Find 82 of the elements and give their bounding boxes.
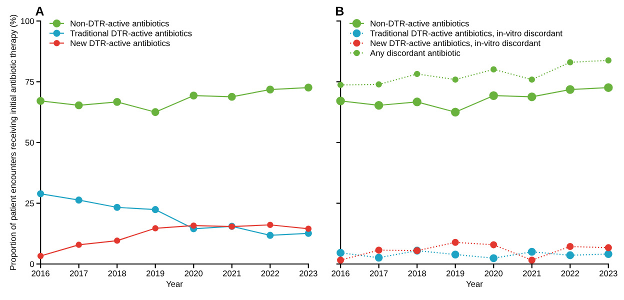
point (376, 81, 382, 88)
legend-label: Traditional DTR-active antibiotics (70, 30, 192, 36)
y-axis-title: Proportion of patient encounters receiving initial antibiotic therapy (%) (10, 14, 18, 270)
x-tick-label: 2022 (261, 270, 279, 276)
point (113, 98, 122, 106)
point (489, 91, 498, 100)
x-tick-label: 2017 (370, 270, 388, 276)
x-tick-label: 2017 (70, 270, 88, 276)
x-tick-label: 2020 (484, 270, 503, 276)
legend-label: Non-DTR-active antibiotics (370, 20, 469, 26)
point (604, 250, 612, 258)
point (450, 108, 460, 116)
y-tick-label: 0 (30, 261, 34, 268)
point (151, 108, 160, 116)
point (266, 232, 274, 239)
point (567, 59, 574, 66)
point (152, 225, 158, 232)
legend-label: Any discordant antibiotic (370, 50, 460, 58)
point (527, 92, 536, 102)
x-tick-label: 2023 (300, 270, 318, 276)
x-tick-label: 2020 (184, 270, 203, 276)
legend-label: Non-DTR-active antibiotics (70, 20, 169, 26)
point (36, 96, 45, 105)
point (37, 190, 44, 198)
x-axis-title: Year (166, 281, 183, 287)
x-tick-label: 2023 (600, 270, 618, 276)
x-tick-label: 2016 (32, 270, 50, 276)
x-tick-label: 2016 (332, 270, 350, 276)
y-tick-label: 100 (21, 18, 34, 24)
point (490, 66, 497, 72)
point (566, 251, 574, 260)
point (336, 96, 345, 106)
point (305, 226, 312, 232)
legend-label: New DTR-active antibiotics, in-vitro discordant (370, 40, 540, 48)
point (604, 244, 612, 252)
point (452, 76, 458, 83)
point (228, 92, 236, 101)
x-tick-label: 2021 (223, 270, 241, 276)
point (114, 238, 120, 244)
point (528, 248, 536, 256)
point (190, 222, 197, 229)
chart-title: B (336, 6, 344, 16)
point (76, 242, 82, 248)
point (414, 70, 420, 78)
point (604, 83, 613, 92)
point (412, 98, 422, 106)
point (114, 204, 121, 211)
x-tick-label: 2021 (523, 270, 541, 276)
point (374, 254, 383, 262)
x-tick-label: 2019 (146, 270, 164, 276)
x-tick-label: 2019 (446, 270, 464, 276)
point (267, 222, 274, 228)
point (374, 100, 384, 110)
y-tick-label: 25 (25, 200, 34, 206)
x-tick-label: 2022 (561, 270, 579, 276)
point (190, 92, 198, 100)
point (528, 256, 536, 264)
chart-title: A (36, 6, 44, 16)
point (452, 238, 459, 246)
x-tick-label: 2018 (108, 270, 126, 276)
point (336, 248, 345, 257)
point (266, 86, 274, 94)
point (337, 82, 344, 88)
point (490, 254, 498, 262)
x-axis-title: Year (466, 281, 483, 287)
point (375, 246, 382, 254)
point (566, 242, 574, 250)
y-tick-label: 50 (25, 140, 34, 146)
legend-label: New DTR-active antibiotics (70, 40, 170, 46)
point (75, 196, 82, 204)
x-tick-label: 2018 (408, 270, 426, 276)
point (37, 252, 44, 260)
point (566, 85, 575, 94)
point (605, 57, 612, 64)
point (152, 206, 159, 214)
point (490, 241, 498, 248)
y-tick-label: 75 (25, 79, 34, 85)
legend-label: Traditional DTR-active antibiotics, in-vitro discordant (370, 30, 562, 38)
point (451, 250, 460, 258)
point (304, 84, 312, 92)
point (74, 101, 83, 110)
point (528, 76, 535, 83)
